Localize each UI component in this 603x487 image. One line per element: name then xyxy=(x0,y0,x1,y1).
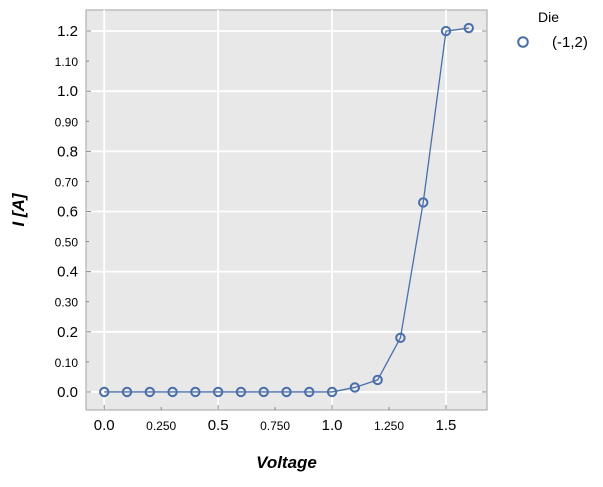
y-tick-label: 0.70 xyxy=(55,175,79,189)
x-tick-label: 0.250 xyxy=(146,419,176,433)
y-tick-labels: 0.0 0.10 0.2 0.30 0.4 0.50 0.6 0.70 0.8 0.90 1.0 1.… xyxy=(55,23,79,401)
y-tick-label: 0.6 xyxy=(57,204,78,221)
data-point xyxy=(418,197,429,208)
data-point xyxy=(304,386,315,398)
data-point xyxy=(395,332,406,344)
y-tick-label: 0.90 xyxy=(55,115,79,129)
x-tick-label: 0.5 xyxy=(208,417,229,434)
series-line xyxy=(104,27,469,393)
y-tick-label: 0.50 xyxy=(55,236,79,250)
y-tick-label: 1.0 xyxy=(57,83,78,100)
y-tick-label: 0.30 xyxy=(55,296,79,310)
series-layer xyxy=(99,22,474,398)
y-tick-label: 0.0 xyxy=(57,384,78,401)
y-tick-label: 0.8 xyxy=(57,143,78,160)
x-tick-label: 1.0 xyxy=(322,417,343,434)
data-point xyxy=(349,382,361,393)
x-tick-label: 0.750 xyxy=(260,419,290,433)
data-point xyxy=(190,386,201,398)
legend-series-label: (-1,2) xyxy=(552,34,588,51)
data-point xyxy=(440,25,452,37)
data-point xyxy=(281,386,292,398)
x-axis-title: Voltage xyxy=(256,453,317,472)
data-point xyxy=(326,386,338,398)
data-point xyxy=(372,374,383,386)
data-point xyxy=(212,386,224,398)
data-point xyxy=(167,386,178,398)
data-point xyxy=(99,386,110,398)
data-point xyxy=(463,22,474,34)
y-tick-label: 0.2 xyxy=(57,324,78,341)
x-tick-labels: 0.0 0.250 0.5 0.750 1.0 1.250 1.5 xyxy=(94,417,457,434)
y-tick-label: 1.10 xyxy=(55,55,79,69)
data-point xyxy=(121,386,133,398)
plot-panel xyxy=(85,9,488,411)
axis-ticks xyxy=(86,30,487,410)
x-tick-label: 0.0 xyxy=(94,417,115,434)
legend: Die (-1,2) xyxy=(517,9,588,51)
y-tick-label: 0.10 xyxy=(55,356,79,370)
legend-marker-icon xyxy=(517,36,529,48)
y-tick-label: 0.4 xyxy=(57,264,78,281)
y-tick-label: 1.2 xyxy=(57,23,78,40)
y-axis-title: I [A] xyxy=(9,192,28,226)
legend-title: Die xyxy=(538,9,559,25)
data-point xyxy=(144,386,155,398)
data-point xyxy=(235,386,247,398)
x-tick-label: 1.250 xyxy=(374,419,404,433)
data-point xyxy=(258,386,269,398)
x-tick-label: 1.5 xyxy=(436,417,457,434)
